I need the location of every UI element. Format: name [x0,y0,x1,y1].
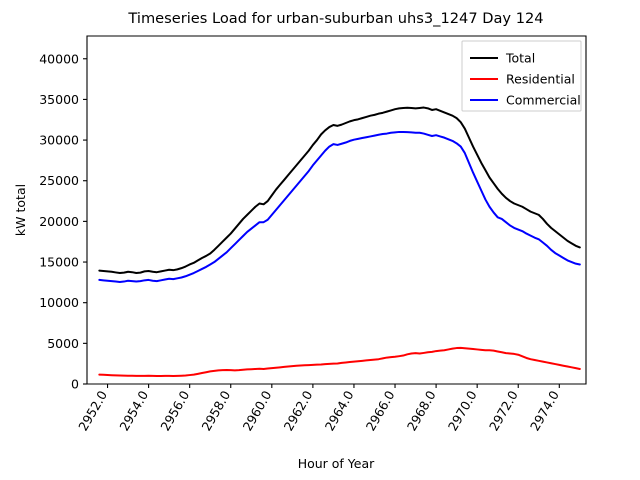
legend-label-commercial: Commercial [506,93,581,108]
chart-legend[interactable]: Total Residential Commercial [461,40,582,112]
y-tick-label: 35000 [39,92,79,107]
series-line-total [98,106,581,275]
y-tick-label: 5000 [47,336,79,351]
y-tick-label: 15000 [39,255,79,270]
legend-label-residential: Residential [506,72,575,87]
series-line-residential [98,346,581,377]
legend-label-total: Total [505,51,535,66]
y-axis-ticks: 0 5000 10000 15000 20000 25000 30000 35000 40000 [39,51,87,392]
x-axis-label: Hour of Year [298,456,375,471]
plot-axes-frame [86,35,587,385]
y-tick-label: 25000 [39,173,79,188]
y-tick-label: 10000 [39,295,79,310]
y-axis-label: kW total [13,184,28,236]
chart-title: Timeseries Load for urban-suburban uhs3_… [127,10,543,27]
y-tick-label: 30000 [39,133,79,148]
y-tick-label: 20000 [39,214,79,229]
axes-spines [86,35,587,385]
y-tick-label: 0 [71,377,79,392]
legend-entries: Total Residential Commercial [470,51,581,108]
y-tick-label: 40000 [39,51,79,66]
data-series-group [98,106,581,377]
series-line-commercial [98,130,581,283]
